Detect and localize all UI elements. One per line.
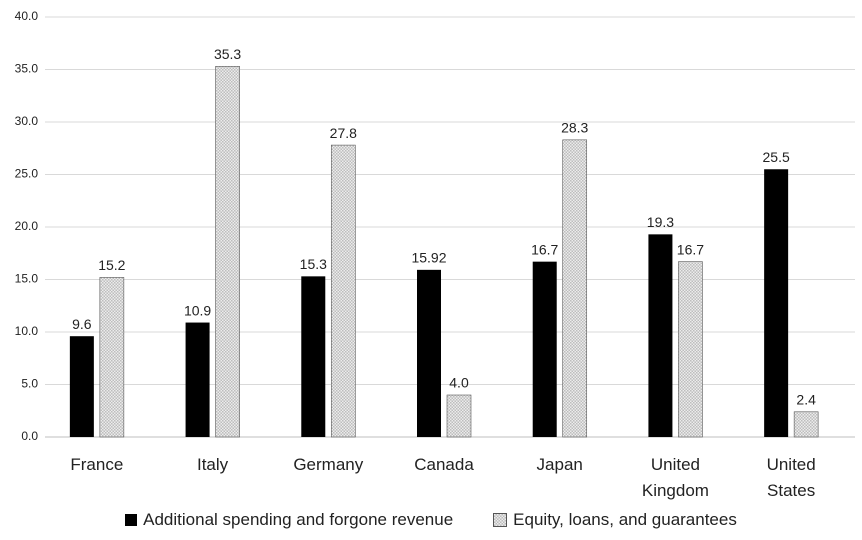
value-label: 28.3	[561, 120, 588, 136]
legend-swatch	[493, 513, 508, 527]
x-tick-label: Germany	[293, 455, 364, 474]
x-tick-label: United Kingdom	[641, 455, 709, 500]
bar	[648, 234, 673, 437]
bar	[215, 66, 240, 438]
value-label: 4.0	[449, 375, 469, 391]
bar	[69, 336, 94, 437]
value-label: 15.92	[411, 250, 446, 266]
y-tick-label: 30.0	[15, 114, 39, 128]
x-tick-label: United States	[766, 455, 816, 500]
bar	[532, 261, 557, 437]
y-tick-label: 35.0	[15, 62, 39, 76]
x-tick-label: Canada	[414, 455, 474, 474]
value-label: 15.2	[98, 257, 125, 273]
value-label: 16.7	[677, 241, 704, 257]
legend-item: Additional spending and forgone revenue	[125, 510, 453, 530]
bar	[417, 269, 441, 437]
bar	[99, 277, 125, 438]
x-tick-label: Japan	[536, 455, 583, 474]
value-label: 27.8	[330, 125, 357, 141]
legend-swatch	[125, 514, 138, 526]
bar	[562, 139, 588, 438]
legend: Additional spending and forgone revenue E…	[0, 510, 862, 530]
legend-item: Equity, loans, and guarantees	[493, 510, 737, 530]
y-tick-label: 5.0	[21, 377, 38, 391]
legend-label: Equity, loans, and guarantees	[513, 510, 737, 529]
bar	[793, 411, 819, 438]
legend-label: Additional spending and forgone revenue	[143, 510, 454, 529]
y-tick-label: 0.0	[21, 429, 38, 443]
value-label: 9.6	[72, 316, 92, 332]
value-label: 19.3	[647, 214, 674, 230]
y-tick-label: 10.0	[15, 324, 39, 338]
value-label: 16.7	[531, 241, 558, 257]
y-tick-label: 40.0	[15, 9, 39, 23]
y-tick-label: 20.0	[15, 219, 39, 233]
bar	[678, 261, 703, 438]
y-tick-label: 25.0	[15, 167, 39, 181]
x-tick-label: France	[70, 455, 124, 474]
value-label: 15.3	[300, 256, 327, 272]
value-label: 2.4	[796, 392, 816, 408]
bar	[185, 322, 210, 437]
bar	[764, 169, 789, 437]
value-label: 10.9	[184, 302, 211, 318]
x-tick-label: Italy	[196, 455, 229, 474]
bar	[446, 394, 472, 438]
y-tick-label: 15.0	[15, 272, 39, 286]
value-label: 35.3	[214, 46, 241, 62]
bar	[330, 144, 356, 438]
value-label: 25.5	[763, 149, 790, 165]
bar	[301, 276, 326, 437]
